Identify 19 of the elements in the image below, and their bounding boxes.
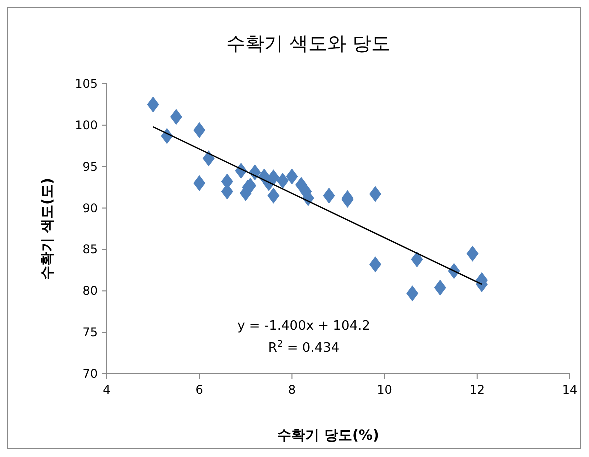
x-axis-title: 수확기 당도(%) [278,428,380,444]
x-tick-label: 4 [103,383,111,397]
y-tick-label: 105 [75,77,98,91]
x-tick-label: 10 [377,383,392,397]
y-axis-title: 수확기 색도(도) [40,178,56,280]
annotation: R$^{2}$ = 0.434 [268,340,340,356]
x-tick-label: 6 [196,383,204,397]
x-tick-label: 12 [470,383,486,397]
y-tick-label: 80 [82,284,98,298]
y-tick-label: 70 [82,367,98,381]
y-tick-label: 95 [82,160,98,174]
chart-title: 수확기 색도와 당도 [226,33,391,55]
y-tick-label: 100 [75,118,98,132]
annotation: y = -1.400x + 104.2 [238,319,370,334]
y-tick-label: 85 [82,242,98,257]
y-tick-label: 75 [82,326,98,340]
x-tick-label: 8 [288,383,296,397]
x-tick-label: 14 [562,383,578,397]
y-tick-label: 90 [82,201,98,216]
